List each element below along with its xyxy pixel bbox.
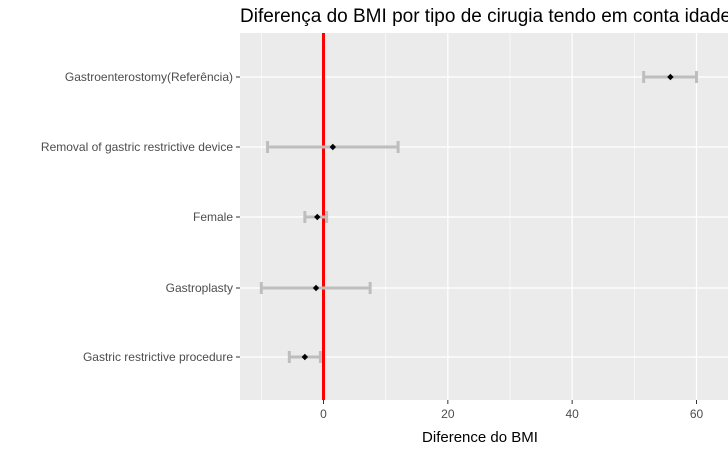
y-tick-label: Gastric restrictive procedure <box>83 350 233 364</box>
x-tick-label: 60 <box>690 407 704 421</box>
x-tick-label: 0 <box>320 407 327 421</box>
point-estimate <box>314 213 321 221</box>
point-estimate <box>312 284 320 292</box>
x-tick-label: 40 <box>565 407 579 421</box>
y-axis: Gastroenterostomy(Referência) Removal of … <box>41 70 240 364</box>
points <box>301 73 674 361</box>
y-tick-label: Removal of gastric restrictive device <box>41 140 233 154</box>
x-axis-label: Diference do BMI <box>422 429 538 446</box>
point-estimate <box>301 353 309 361</box>
point-estimate <box>329 143 337 151</box>
y-tick-label: Female <box>193 210 233 224</box>
x-tick-label: 20 <box>441 407 455 421</box>
y-tick-label: Gastroenterostomy(Referência) <box>65 70 233 84</box>
chart-title: Diferença do BMI por tipo de cirugia ten… <box>240 6 728 27</box>
x-axis: 0 20 40 60 <box>320 400 703 421</box>
point-estimate <box>667 73 674 81</box>
y-tick-label: Gastroplasty <box>166 281 233 295</box>
